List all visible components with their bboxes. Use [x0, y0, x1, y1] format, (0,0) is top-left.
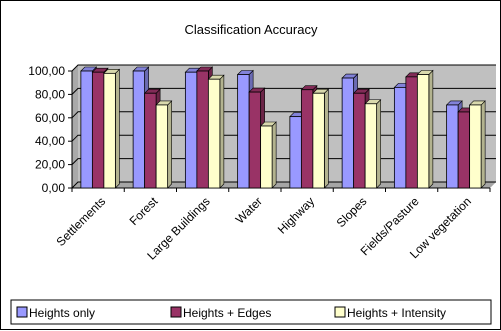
category-label: Water: [233, 194, 265, 226]
legend: Heights only Heights + Edges Heights + Int…: [10, 299, 492, 325]
bar-side: [428, 69, 434, 189]
bar-side: [271, 121, 277, 189]
gridline: [71, 64, 496, 72]
legend-box: [10, 299, 492, 325]
bar: [248, 91, 262, 189]
bar: [300, 89, 314, 189]
plot-side-wall: [72, 65, 78, 188]
legend-label: Heights + Intensity: [347, 306, 446, 320]
category-label: Slopes: [334, 194, 370, 230]
bar: [446, 104, 459, 189]
bar: [91, 71, 105, 189]
bar-side: [480, 100, 486, 189]
bar: [103, 72, 116, 189]
bar: [196, 70, 209, 189]
bar-side: [376, 99, 381, 189]
bar: [237, 74, 250, 189]
bar: [469, 104, 482, 189]
bar-side: [219, 74, 225, 189]
bar: [341, 77, 355, 189]
category-label: Settlements: [54, 194, 109, 249]
y-tick-label: 60,00: [35, 111, 65, 125]
bar: [353, 92, 366, 189]
y-tick-label: 40,00: [35, 134, 65, 148]
bar: [393, 86, 407, 189]
legend-swatch: [334, 306, 346, 318]
bar: [80, 70, 93, 189]
chart-title: Classification Accuracy: [185, 22, 318, 37]
plot-background: [72, 65, 496, 188]
bar: [207, 78, 221, 189]
y-tick-label: 80,00: [35, 87, 65, 101]
y-tick-label: 0,00: [42, 181, 66, 195]
legend-label: Heights + Edges: [183, 306, 271, 320]
category-label: Highway: [275, 194, 317, 236]
category-label: Forest: [127, 194, 161, 228]
bar-side: [167, 100, 172, 189]
y-tick-label: 100,00: [28, 64, 65, 78]
bar: [155, 104, 169, 189]
bar: [405, 76, 418, 189]
bar: [132, 70, 146, 189]
bar: [312, 92, 325, 189]
plot-floor: [72, 182, 496, 188]
bar: [184, 71, 198, 189]
bar-side: [324, 88, 329, 189]
legend-swatch: [16, 306, 28, 318]
bar: [457, 111, 471, 189]
bar-side: [115, 68, 120, 189]
legend-swatch: [170, 306, 182, 318]
bar: [144, 92, 157, 189]
y-tick-label: 20,00: [35, 158, 65, 172]
bar: [289, 116, 302, 189]
legend-label: Heights only: [29, 306, 95, 320]
plot-area: 0,00 20,00 40,00 60,00 80,00 100,00 Settlement…: [28, 64, 496, 263]
bar: [260, 125, 273, 189]
bar: [364, 103, 378, 189]
bar: [416, 74, 430, 189]
